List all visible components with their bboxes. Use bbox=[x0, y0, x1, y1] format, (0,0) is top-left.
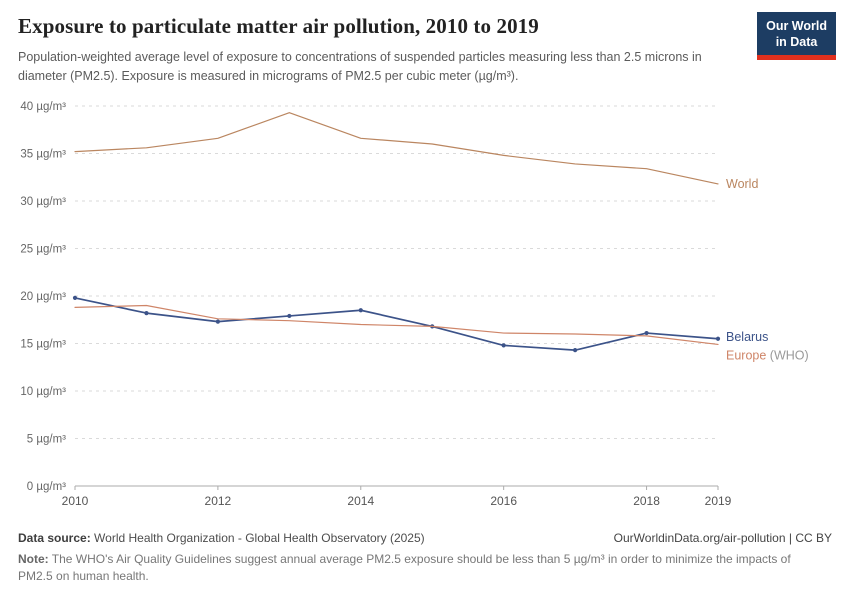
note-text: The WHO's Air Quality Guidelines suggest… bbox=[18, 551, 791, 583]
y-tick-label: 40 µg/m³ bbox=[20, 101, 66, 113]
owid-logo-line1: Our World bbox=[766, 19, 827, 33]
x-tick-label: 2010 bbox=[62, 494, 89, 508]
chart-header: Exposure to particulate matter air pollu… bbox=[0, 0, 850, 86]
chart-canvas: 0 µg/m³ 5 µg/m³ 10 µg/m³ 15 µg/m³ 20 µg/m³ 25… bbox=[20, 101, 809, 508]
data-source-line: Data source: World Health Organization -… bbox=[18, 531, 425, 545]
y-tick-label: 35 µg/m³ bbox=[20, 148, 66, 160]
series-point bbox=[358, 307, 363, 312]
chart-subtitle: Population-weighted average level of exp… bbox=[18, 50, 702, 83]
chart-area: 0 µg/m³ 5 µg/m³ 10 µg/m³ 15 µg/m³ 20 µg/m³ 25… bbox=[0, 88, 850, 523]
x-tick-label: 2012 bbox=[205, 494, 232, 508]
series-end-label: Belarus bbox=[726, 329, 768, 343]
series-line-belarus bbox=[74, 296, 719, 351]
data-source-text: World Health Organization - Global Healt… bbox=[90, 530, 425, 545]
footer-row: Data source: World Health Organization -… bbox=[18, 531, 832, 545]
x-tick-label: 2016 bbox=[490, 494, 517, 508]
y-tick-label: 5 µg/m³ bbox=[27, 433, 66, 445]
series-point bbox=[573, 347, 578, 352]
series-point bbox=[144, 310, 149, 315]
owid-logo-line2: in Data bbox=[775, 35, 818, 50]
x-tick-label: 2014 bbox=[347, 494, 374, 508]
series-point bbox=[72, 295, 78, 300]
series-point bbox=[644, 330, 649, 335]
note-line: Note: The WHO's Air Quality Guidelines s… bbox=[18, 551, 828, 586]
page-title: Exposure to particulate matter air pollu… bbox=[18, 14, 539, 38]
y-tick-label: 25 µg/m³ bbox=[20, 243, 66, 255]
x-tick-label: 2019 bbox=[705, 494, 732, 508]
series-end-label: Europe (WHO) bbox=[726, 348, 809, 362]
y-tick-label: 0 µg/m³ bbox=[27, 481, 66, 493]
footer-credit-link[interactable]: OurWorldinData.org/air-pollution | CC BY bbox=[613, 530, 832, 545]
y-tick-label: 30 µg/m³ bbox=[20, 196, 66, 208]
x-tick-label: 2018 bbox=[633, 494, 660, 508]
series-line-world bbox=[74, 111, 719, 185]
note-label: Note: bbox=[18, 551, 49, 566]
owid-logo[interactable]: Our World in Data bbox=[757, 12, 836, 60]
chart-footer: Data source: World Health Organization -… bbox=[0, 523, 850, 586]
series-end-label: World bbox=[726, 176, 758, 190]
y-tick-label: 20 µg/m³ bbox=[20, 291, 66, 303]
series-point bbox=[215, 319, 220, 324]
data-source-label: Data source: bbox=[18, 530, 91, 545]
series-point bbox=[501, 342, 506, 347]
series-point bbox=[287, 313, 292, 318]
y-tick-label: 15 µg/m³ bbox=[20, 338, 66, 350]
y-tick-label: 10 µg/m³ bbox=[20, 386, 66, 398]
series-point bbox=[715, 336, 721, 341]
series-line-europe-who- bbox=[74, 304, 719, 345]
